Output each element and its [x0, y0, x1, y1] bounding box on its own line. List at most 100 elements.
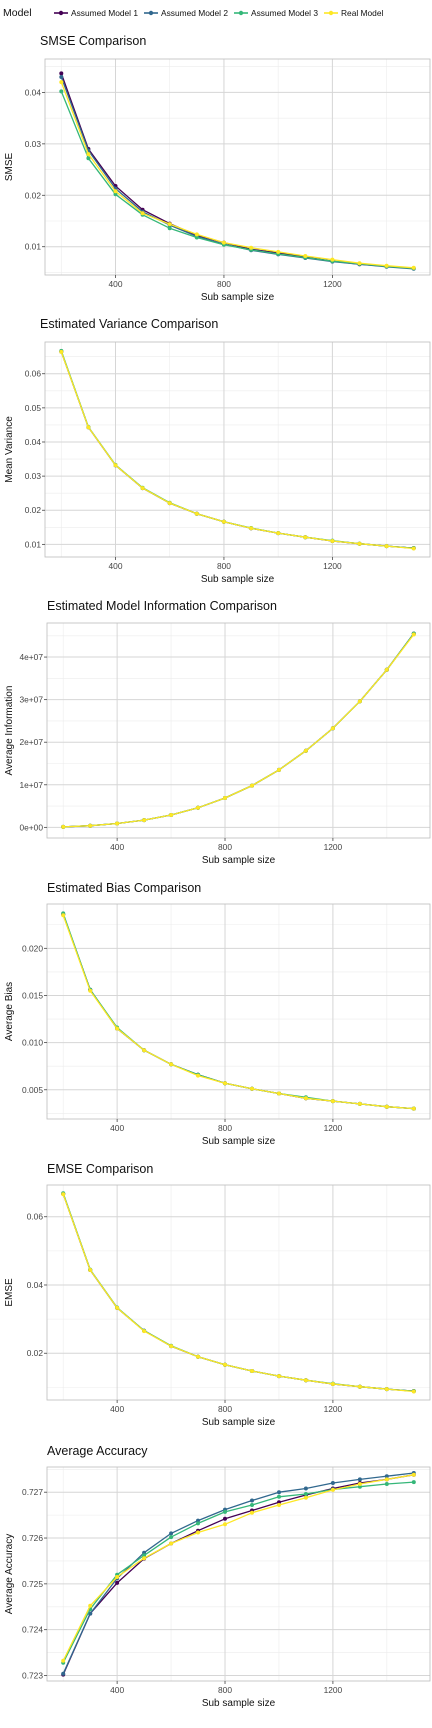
- data-point: [142, 1553, 147, 1558]
- legend-graphic: Model Assumed Model 1 Assumed Model 2 Assu…: [3, 7, 384, 19]
- legend-swatch-point: [58, 10, 64, 16]
- y-tick-label: 0.06: [27, 1212, 44, 1222]
- y-axis-label: Average Bias: [4, 982, 15, 1041]
- chart-svg: Estimated Model Information Comparison 40…: [4, 599, 431, 866]
- gridlines: [45, 342, 430, 557]
- series-line: [60, 351, 414, 550]
- data-point: [223, 1362, 227, 1367]
- data-point: [357, 1482, 362, 1486]
- plot-background: [47, 623, 430, 838]
- series-real-model: [59, 80, 416, 270]
- y-tick-label: 0.05: [25, 403, 42, 413]
- data-point: [303, 1378, 308, 1383]
- data-point: [167, 501, 172, 506]
- data-point: [330, 539, 335, 543]
- x-axis-label: Sub sample size: [201, 574, 275, 585]
- x-tick-label: 400: [109, 561, 123, 571]
- y-axis-label: Mean Variance: [4, 416, 15, 483]
- plot-border: [46, 622, 431, 839]
- data-point: [277, 1490, 281, 1495]
- legend-item-assumed-model-1: Assumed Model 1: [54, 8, 138, 18]
- series-line: [63, 634, 415, 828]
- data-point: [357, 1477, 362, 1482]
- chart-title: EMSE Comparison: [47, 1162, 153, 1176]
- chart-title: Estimated Model Information Comparison: [47, 599, 277, 613]
- legend-item-label: Assumed Model 2: [161, 8, 228, 18]
- y-tick-label: 0.06: [25, 369, 42, 379]
- data-point: [223, 1516, 227, 1521]
- gridlines: [45, 59, 430, 275]
- plot-border: [46, 1466, 431, 1682]
- x-axis-label: Sub sample size: [201, 292, 275, 303]
- data-point: [196, 1518, 200, 1523]
- y-axis-label: EMSE: [4, 1278, 15, 1307]
- plot-background: [45, 59, 430, 275]
- data-point: [384, 1474, 389, 1479]
- data-point: [303, 254, 308, 258]
- data-point: [277, 1091, 281, 1096]
- x-axis-label: Sub sample size: [202, 1417, 276, 1428]
- data-point: [384, 263, 389, 268]
- data-point: [115, 1575, 120, 1579]
- data-point: [142, 1048, 147, 1053]
- series-line: [60, 81, 414, 269]
- data-point: [357, 1384, 362, 1389]
- data-point: [169, 1062, 174, 1067]
- y-tick-label: 0.04: [25, 87, 42, 97]
- y-tick-label: 0.723: [22, 1671, 43, 1681]
- data-point: [357, 261, 362, 266]
- data-point: [411, 1389, 416, 1394]
- plot-background: [45, 342, 430, 557]
- data-point: [196, 805, 200, 810]
- x-tick-label: 1200: [323, 279, 342, 289]
- legend-item-label: Real Model: [341, 8, 384, 18]
- data-point: [330, 1481, 335, 1485]
- data-point: [250, 1510, 254, 1515]
- gridlines: [47, 1467, 430, 1681]
- chart-panel-emse-comparison: EMSE Comparison 400 800 1200 0.02 0.04 0.06 Sub…: [0, 1154, 432, 1436]
- chart-panel-average-accuracy: Average Accuracy 400 800 1200 0.723 0.724 0.72…: [0, 1436, 432, 1728]
- legend-item-assumed-model-2: Assumed Model 2: [144, 8, 228, 18]
- data-point: [140, 211, 145, 216]
- data-point: [303, 748, 308, 753]
- chart-title: Average Accuracy: [47, 1444, 148, 1458]
- data-point: [194, 232, 199, 237]
- data-point: [113, 192, 118, 197]
- y-axis-label: Average Information: [4, 686, 15, 776]
- plot-background: [47, 1467, 430, 1681]
- data-point: [61, 1671, 66, 1676]
- chart-title: SMSE Comparison: [40, 34, 146, 48]
- chart-panel-estimated-model-information-comparison: Estimated Model Information Comparison 40…: [0, 591, 432, 873]
- data-point: [194, 235, 199, 240]
- data-point: [169, 1531, 174, 1536]
- x-tick-label: 400: [110, 1123, 124, 1133]
- data-point: [140, 486, 145, 491]
- legend-swatch-point: [148, 10, 154, 16]
- data-point: [61, 1192, 66, 1197]
- x-tick-label: 400: [110, 1404, 124, 1414]
- y-tick-label: 2e+07: [19, 737, 43, 747]
- data-point: [276, 249, 281, 254]
- y-tick-label: 0.04: [27, 1280, 44, 1290]
- y-tick-label: 1e+07: [19, 780, 43, 790]
- data-point: [167, 222, 172, 227]
- data-point: [194, 511, 199, 516]
- data-point: [61, 824, 66, 829]
- plot-border: [46, 1184, 431, 1401]
- data-point: [330, 1099, 335, 1104]
- legend-item-label: Assumed Model 1: [71, 8, 138, 18]
- data-point: [277, 1503, 281, 1507]
- data-point: [250, 1503, 254, 1507]
- y-tick-label: 0.01: [25, 242, 42, 252]
- y-tick-label: 0.020: [22, 943, 43, 953]
- data-point: [88, 988, 93, 993]
- data-point: [330, 257, 335, 262]
- data-point: [384, 1387, 389, 1392]
- y-tick-label: 3e+07: [19, 695, 43, 705]
- data-point: [223, 796, 227, 800]
- data-point: [169, 1541, 174, 1546]
- plot-background: [47, 904, 430, 1119]
- data-point: [223, 1509, 227, 1514]
- y-tick-label: 0.015: [22, 990, 43, 1000]
- data-point: [169, 1344, 174, 1349]
